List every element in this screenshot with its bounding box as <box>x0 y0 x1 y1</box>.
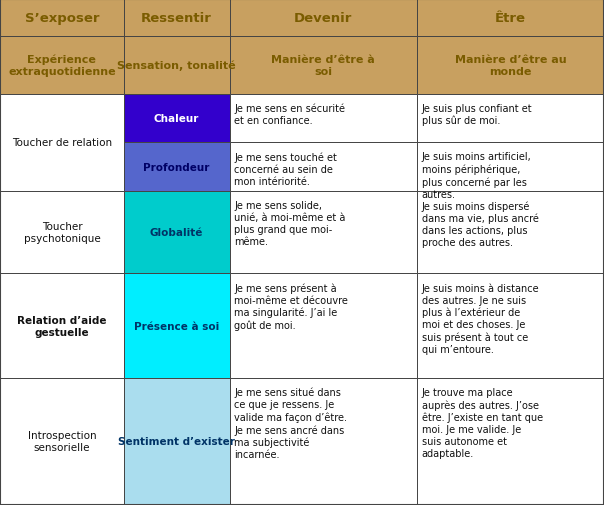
Bar <box>417 37 604 94</box>
Bar <box>230 143 417 191</box>
Text: Relation d’aide
gestuelle: Relation d’aide gestuelle <box>17 315 107 337</box>
Bar <box>0 378 124 505</box>
Text: Profondeur: Profondeur <box>144 162 210 172</box>
Bar <box>124 378 230 505</box>
Text: Toucher de relation: Toucher de relation <box>12 138 112 148</box>
Bar <box>124 274 230 378</box>
Bar <box>124 143 230 191</box>
Text: Expérience
extraquotidienne: Expérience extraquotidienne <box>8 55 116 77</box>
Bar <box>417 274 604 378</box>
Bar <box>230 94 417 143</box>
Text: Sentiment d’exister: Sentiment d’exister <box>118 437 235 446</box>
Text: Je trouve ma place
auprès des autres. J’ose
être. J’existe en tant que
moi. Je m: Je trouve ma place auprès des autres. J’… <box>422 387 543 459</box>
Bar <box>0 37 124 94</box>
Bar <box>230 191 417 274</box>
Bar <box>124 191 230 274</box>
Text: Globalité: Globalité <box>150 228 204 237</box>
Text: Sensation, tonalité: Sensation, tonalité <box>117 61 236 71</box>
Bar <box>124 0 230 37</box>
Text: Je me sens solide,
unié, à moi-même et à
plus grand que moi-
même.: Je me sens solide, unié, à moi-même et à… <box>234 200 345 246</box>
Bar <box>0 274 124 378</box>
Text: Présence à soi: Présence à soi <box>134 321 219 331</box>
Text: Ressentir: Ressentir <box>141 12 212 25</box>
Text: Je suis moins artificiel,
moins périphérique,
plus concerné par les
autres.: Je suis moins artificiel, moins périphér… <box>422 152 532 199</box>
Bar <box>230 274 417 378</box>
Text: Je suis moins dispersé
dans ma vie, plus ancré
dans les actions, plus
proche des: Je suis moins dispersé dans ma vie, plus… <box>422 200 539 247</box>
Text: Chaleur: Chaleur <box>154 114 199 124</box>
Text: Être: Être <box>495 12 526 25</box>
Text: Je suis plus confiant et
plus sûr de moi.: Je suis plus confiant et plus sûr de moi… <box>422 104 532 126</box>
Text: S’exposer: S’exposer <box>25 12 99 25</box>
Bar <box>230 0 417 37</box>
Text: Je me sens présent à
moi-même et découvre
ma singularité. J’ai le
goût de moi.: Je me sens présent à moi-même et découvr… <box>234 283 349 330</box>
Text: Introspection
sensorielle: Introspection sensorielle <box>28 431 96 452</box>
Bar <box>417 0 604 37</box>
Bar <box>230 378 417 505</box>
Text: Manière d’être à
soi: Manière d’être à soi <box>271 55 375 77</box>
Text: Je me sens touché et
concerné au sein de
mon intériorité.: Je me sens touché et concerné au sein de… <box>234 152 337 186</box>
Bar <box>0 0 124 37</box>
Text: Je me sens situé dans
ce que je ressens. Je
valide ma façon d’être.
Je me sens a: Je me sens situé dans ce que je ressens.… <box>234 387 347 460</box>
Bar <box>230 37 417 94</box>
Text: Manière d’être au
monde: Manière d’être au monde <box>455 55 566 77</box>
Bar <box>124 37 230 94</box>
Bar <box>417 94 604 143</box>
Bar <box>124 94 230 143</box>
Bar <box>0 94 124 191</box>
Bar <box>417 191 604 274</box>
Text: Devenir: Devenir <box>294 12 352 25</box>
Bar <box>417 143 604 191</box>
Text: Toucher
psychotonique: Toucher psychotonique <box>24 222 100 243</box>
Text: Je me sens en sécurité
et en confiance.: Je me sens en sécurité et en confiance. <box>234 104 345 126</box>
Bar <box>417 378 604 505</box>
Text: Je suis moins à distance
des autres. Je ne suis
plus à l’extérieur de
moi et des: Je suis moins à distance des autres. Je … <box>422 283 539 355</box>
Bar <box>0 191 124 274</box>
